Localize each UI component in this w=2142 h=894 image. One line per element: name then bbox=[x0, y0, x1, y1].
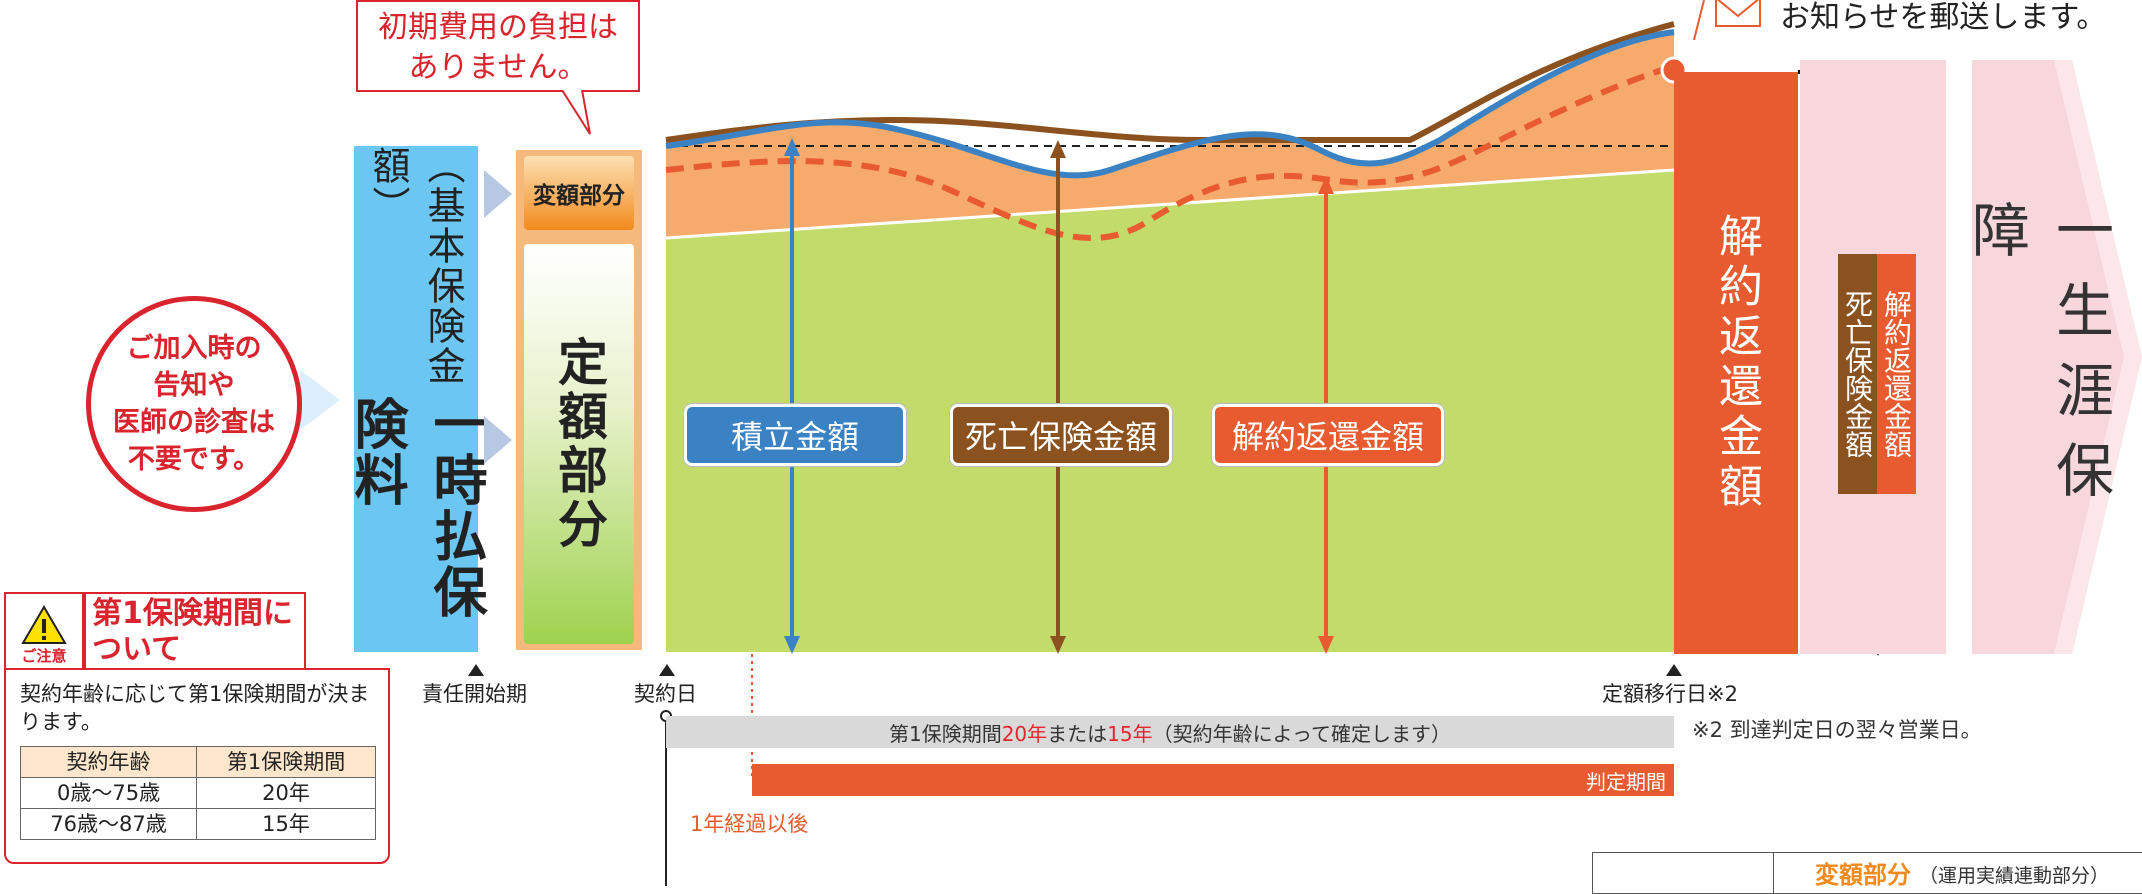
benefit-split-box: 死亡保険金額 解約返還金額 bbox=[1838, 254, 1916, 494]
lump-sum-premium-column: 一時払保険料 （基本保険金額） bbox=[345, 146, 487, 652]
no-medical-check-badge: ご加入時の 告知や 医師の診査は 不要です。 bbox=[86, 296, 302, 512]
bottom-table-fragment: 変額部分 （運用実績連動部分） bbox=[1592, 852, 2142, 894]
table-cell: 15年 bbox=[196, 808, 376, 840]
death-benefit-arrow bbox=[1050, 140, 1066, 654]
circle-line4: 不要です。 bbox=[127, 444, 261, 475]
first-period-bar: 第1保険期間 20年 または 15年 （契約年齢によって確定します） bbox=[666, 716, 1674, 748]
after-one-year-label: 1年経過以後 bbox=[690, 812, 809, 836]
premium-main-label: 一時払保険料 bbox=[345, 395, 487, 620]
surrender-value-label: 解約返還金額 bbox=[1212, 404, 1444, 466]
table-cell: 0歳〜75歳 bbox=[19, 777, 198, 809]
accumulation-line bbox=[665, 29, 1675, 179]
table-cell: 76歳〜87歳 bbox=[19, 808, 198, 840]
caution-badge: ご注意 bbox=[4, 592, 84, 668]
notice-text: お知らせを郵送します。 bbox=[1780, 0, 2107, 35]
lifetime-coverage-label: 一生涯保障 bbox=[1962, 200, 2114, 520]
red-column-label: 解約返還金額 bbox=[1711, 213, 1762, 513]
surrender-value-column: 解約返還金額 bbox=[1674, 72, 1798, 654]
callout-pointer bbox=[561, 90, 591, 135]
split-surrender-label: 解約返還金額 bbox=[1877, 254, 1916, 494]
caution-body: 契約年齢に応じて第1保険期間が決まります。 契約年齢 第1保険期間 0歳〜75歳… bbox=[4, 668, 390, 864]
callout-line2: ありません。 bbox=[408, 50, 588, 85]
judgment-period-bar: 判定期間 bbox=[752, 764, 1674, 796]
period-table: 契約年齢 第1保険期間 0歳〜75歳 20年 76歳〜87歳 15年 bbox=[19, 746, 376, 840]
bar-part3: または bbox=[1047, 721, 1108, 746]
caution-title: 第1保険期間について bbox=[84, 592, 306, 668]
chevron-right-icon bbox=[300, 370, 340, 430]
table-header: 契約年齢 bbox=[19, 746, 198, 778]
bar-part2: 20年 bbox=[1001, 721, 1048, 746]
surrender-line bbox=[665, 63, 1675, 242]
table-header: 第1保険期間 bbox=[196, 746, 376, 778]
accumulation-label: 積立金額 bbox=[684, 404, 906, 466]
note-2: ※2 到達判定日の翌々営業日。 bbox=[1692, 718, 1982, 742]
caution-badge-text: ご注意 bbox=[21, 647, 67, 665]
callout-line1: 初期費用の負担は bbox=[378, 10, 618, 45]
caution-panel: ご注意 第1保険期間について 契約年齢に応じて第1保険期間が決まります。 契約年… bbox=[4, 592, 390, 864]
bottom-sub: （運用実績連動部分） bbox=[1919, 865, 2110, 887]
bar-part1: 第1保険期間 bbox=[888, 721, 1002, 746]
table-row: 76歳〜87歳 15年 bbox=[19, 808, 376, 840]
death-benefit-label: 死亡保険金額 bbox=[950, 404, 1172, 466]
table-row: 0歳〜75歳 20年 bbox=[19, 777, 376, 809]
contract-day-label: 契約日 bbox=[634, 682, 697, 706]
fixed-part-box: 定額部分 bbox=[524, 244, 634, 644]
lifetime-chevron bbox=[1972, 60, 2142, 654]
chevron-right-icon bbox=[484, 170, 512, 218]
premium-sub-label: （基本保険金額） bbox=[366, 146, 465, 386]
circle-line3: 医師の診査は bbox=[113, 407, 275, 438]
initial-cost-callout: 初期費用の負担は ありません。 bbox=[356, 0, 640, 92]
variable-part-box: 変額部分 bbox=[524, 156, 634, 230]
bar-part4: 15年 bbox=[1107, 721, 1153, 746]
table-cell: 20年 bbox=[196, 777, 376, 809]
circle-line2: 告知や bbox=[153, 370, 235, 401]
bottom-term: 変額部分 bbox=[1815, 861, 1911, 889]
warning-icon bbox=[21, 605, 67, 644]
liability-start-label: 責任開始期 bbox=[422, 682, 527, 706]
transition-day-label: 定額移行日※2 bbox=[1602, 682, 1738, 706]
accumulation-arrow bbox=[784, 138, 800, 654]
circle-line1: ご加入時の bbox=[126, 333, 262, 364]
chevron-right-icon bbox=[484, 416, 512, 464]
fixed-part-label: 定額部分 bbox=[550, 336, 608, 552]
bar-part5: （契約年齢によって確定します） bbox=[1152, 721, 1452, 746]
split-death-label: 死亡保険金額 bbox=[1838, 254, 1877, 494]
envelope-icon bbox=[1693, 0, 1761, 40]
caution-text: 契約年齢に応じて第1保険期間が決まります。 bbox=[20, 682, 370, 734]
